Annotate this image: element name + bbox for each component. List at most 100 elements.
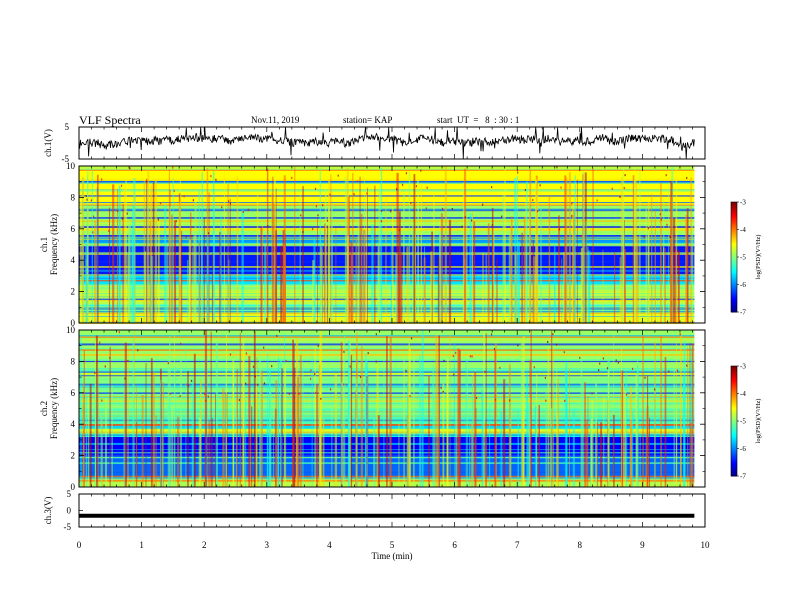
sferic-streak xyxy=(236,368,238,487)
colorbar-swatch xyxy=(731,238,737,241)
colorbar-swatch xyxy=(731,301,737,304)
sferic-streak xyxy=(193,235,196,323)
colorbar-swatch xyxy=(731,310,737,313)
sferic-streak xyxy=(242,351,245,487)
colorbar-swatch xyxy=(731,444,737,448)
sferic-streak xyxy=(355,378,358,487)
colorbar-swatch xyxy=(731,209,737,212)
hot-pixel xyxy=(491,186,493,189)
colorbar-swatch xyxy=(731,457,737,460)
colorbar-swatch xyxy=(731,253,737,256)
sferic-streak xyxy=(673,366,675,487)
sferic-streak xyxy=(534,406,538,487)
hot-pixel xyxy=(245,352,248,355)
sferic-streak xyxy=(660,183,662,323)
hot-pixel xyxy=(545,399,547,402)
sferic-streak xyxy=(124,186,126,323)
hot-pixel xyxy=(426,186,428,189)
sferic-streak xyxy=(538,405,540,487)
sferic-streak xyxy=(565,361,568,487)
colorbar-swatch xyxy=(731,279,737,282)
hot-pixel xyxy=(405,172,408,175)
sferic-streak xyxy=(472,393,474,487)
hot-pixel xyxy=(298,392,300,395)
colorbar-swatch xyxy=(731,293,737,296)
hot-pixel xyxy=(172,166,174,169)
sferic-streak xyxy=(574,175,576,323)
spectral-line xyxy=(79,287,695,289)
colorbar-swatch xyxy=(731,428,737,431)
colorbar-swatch xyxy=(731,377,737,380)
hot-pixel xyxy=(579,356,581,359)
sferic-streak xyxy=(251,406,253,487)
spectral-line xyxy=(79,296,695,298)
sferic-streak xyxy=(510,225,513,323)
sferic-streak xyxy=(169,398,171,487)
sferic-streak xyxy=(419,355,422,487)
colorbar-tick-label: -3 xyxy=(740,199,746,207)
spectral-line xyxy=(79,204,695,206)
sferic-streak xyxy=(440,213,444,323)
sferic-streak xyxy=(331,406,333,487)
colorbar-swatch xyxy=(731,432,737,435)
hot-pixel xyxy=(254,375,256,378)
sferic-streak xyxy=(248,356,251,487)
sferic-streak xyxy=(466,360,468,487)
sferic-streak xyxy=(162,381,165,487)
colorbar-label: log(PSD)(V²/Hz) xyxy=(755,399,762,444)
sferic-streak xyxy=(352,172,354,323)
sferic-streak xyxy=(108,207,111,323)
hot-pixel xyxy=(121,217,124,220)
sferic-streak xyxy=(527,402,530,487)
sferic-streak xyxy=(360,346,363,487)
sferic-streak xyxy=(664,248,666,323)
hot-pixel xyxy=(619,196,621,199)
hot-pixel xyxy=(606,367,609,370)
sferic-streak xyxy=(320,246,323,323)
sferic-streak xyxy=(584,382,586,487)
sferic-streak xyxy=(235,401,237,487)
sferic-streak xyxy=(564,175,567,323)
colorbar-swatch xyxy=(731,280,737,284)
sferic-streak xyxy=(317,217,318,323)
colorbar-swatch xyxy=(731,446,737,449)
sferic-streak xyxy=(177,416,180,487)
hot-pixel xyxy=(167,362,169,365)
hot-pixel xyxy=(375,360,377,363)
hot-pixel xyxy=(221,206,223,209)
sferic-streak xyxy=(548,196,551,323)
colorbar-swatch xyxy=(731,399,737,402)
hot-pixel xyxy=(85,195,87,198)
sferic-streak xyxy=(97,369,99,487)
spectral-line xyxy=(79,189,695,192)
spectral-line xyxy=(79,226,695,228)
colorbar-swatch xyxy=(731,406,737,409)
sferic-streak xyxy=(413,353,415,487)
sferic-streak xyxy=(344,335,346,487)
colorbar-swatch xyxy=(731,231,737,234)
sferic-streak xyxy=(313,238,316,323)
sferic-streak xyxy=(675,168,678,323)
hot-pixel xyxy=(441,207,444,210)
sferic-streak xyxy=(588,250,591,323)
hot-pixel xyxy=(256,383,259,386)
sferic-streak xyxy=(168,169,170,323)
colorbar-tick-label: -6 xyxy=(740,445,746,453)
colorbar-swatch xyxy=(731,213,737,216)
hot-pixel xyxy=(180,342,182,345)
hot-pixel xyxy=(92,231,94,234)
spectral-line xyxy=(79,236,695,238)
hot-pixel xyxy=(108,229,110,232)
hot-pixel xyxy=(471,355,473,358)
sferic-streak xyxy=(100,413,103,487)
sferic-streak xyxy=(521,232,523,323)
x-tick-label: 4 xyxy=(327,540,332,550)
sferic-streak xyxy=(210,331,212,487)
sferic-streak xyxy=(428,376,430,487)
sferic-streak xyxy=(302,361,304,487)
sferic-streak xyxy=(85,394,88,487)
sferic-streak xyxy=(264,243,267,323)
sferic-streak xyxy=(691,219,694,323)
sferic-streak xyxy=(211,418,213,487)
hot-pixel xyxy=(517,344,519,347)
